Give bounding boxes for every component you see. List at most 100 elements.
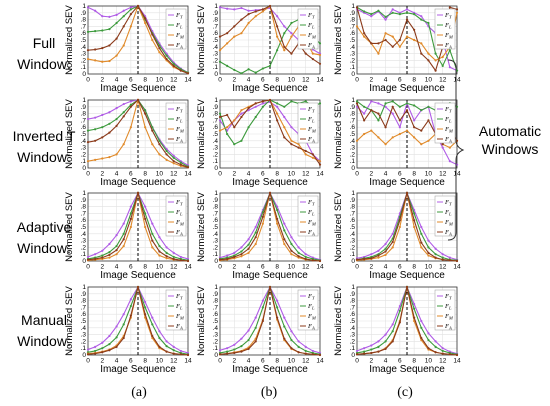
data-point: [363, 350, 366, 353]
data-point: [434, 256, 437, 259]
data-point: [276, 112, 279, 115]
data-point: [276, 49, 279, 52]
legend-subscript: M: [179, 316, 184, 321]
data-point: [129, 205, 132, 208]
automatic-windows-line1: Automatic: [478, 123, 542, 139]
data-point: [427, 338, 430, 342]
data-point: [434, 253, 437, 256]
y-tick-label: .3: [213, 238, 219, 245]
data-point: [441, 256, 444, 259]
y-tick-label: .5: [81, 224, 87, 231]
data-point: [318, 160, 322, 163]
legend-entry: FA: [175, 136, 183, 144]
data-point: [108, 251, 111, 254]
data-point: [434, 247, 437, 250]
y-tick-label: .1: [350, 345, 356, 352]
x-tick-label: 12: [170, 77, 178, 84]
data-point: [122, 102, 125, 106]
legend-entry: FT: [175, 106, 183, 114]
data-point: [165, 340, 168, 343]
data-point: [218, 129, 222, 132]
legend-entry: FA: [444, 42, 452, 50]
x-tick-label: 6: [129, 77, 133, 84]
data-point: [101, 60, 104, 63]
y-tick-label: .5: [213, 131, 219, 138]
data-point: [384, 102, 387, 105]
data-point: [129, 212, 132, 215]
data-point: [441, 347, 444, 350]
data-point: [290, 242, 293, 246]
data-point: [144, 306, 147, 309]
legend-entry: FA: [307, 42, 315, 50]
data-point: [384, 105, 387, 108]
legend-entry: FL: [307, 22, 315, 30]
legend-entry: FA: [307, 229, 315, 237]
data-point: [434, 340, 437, 343]
data-point: [165, 158, 168, 161]
data-point: [283, 105, 286, 108]
data-point: [398, 321, 401, 324]
data-point: [370, 348, 373, 351]
data-point: [355, 349, 359, 353]
data-point: [186, 353, 190, 357]
data-point: [122, 44, 125, 47]
data-point: [384, 333, 387, 336]
legend-entry: FA: [444, 229, 452, 237]
data-point: [370, 344, 373, 347]
data-point: [283, 242, 286, 246]
x-tick-label: 2: [369, 264, 373, 271]
x-tick-label: 8: [143, 264, 147, 271]
legend-box: [297, 289, 319, 331]
data-point: [144, 300, 147, 304]
legend-entry: FT: [307, 12, 315, 20]
data-point: [218, 60, 222, 63]
data-point: [151, 126, 154, 129]
data-point: [304, 153, 307, 156]
data-point: [165, 246, 168, 249]
data-point: [144, 109, 147, 112]
data-point: [108, 111, 111, 114]
x-tick-label: 14: [453, 77, 461, 84]
x-tick-label: 8: [412, 171, 416, 178]
data-point: [115, 249, 118, 252]
data-point: [370, 15, 373, 18]
legend-entry: FL: [175, 303, 183, 311]
data-point: [276, 102, 279, 105]
data-point: [384, 253, 387, 256]
data-point: [122, 232, 125, 235]
data-point: [122, 15, 125, 18]
x-tick-label: 4: [384, 264, 388, 271]
y-tick-label: .4: [213, 231, 219, 238]
y-tick-label: 1: [351, 190, 355, 197]
data-point: [283, 337, 286, 340]
legend-box: [165, 289, 187, 331]
data-point: [151, 143, 154, 146]
data-point: [226, 254, 229, 257]
data-point: [311, 156, 314, 159]
x-tick-label: 4: [384, 171, 388, 178]
y-tick-label: .1: [213, 345, 219, 352]
x-tick-label: 0: [218, 77, 222, 84]
data-point: [261, 100, 264, 103]
legend-subscript: A: [448, 232, 452, 237]
y-tick-label: .7: [350, 210, 356, 217]
y-tick-label: 0: [82, 165, 86, 172]
y-tick-label: .9: [350, 104, 356, 111]
x-tick-label: 2: [369, 77, 373, 84]
data-point: [240, 32, 243, 35]
legend-subscript: A: [448, 326, 452, 331]
data-point: [448, 146, 451, 149]
data-point: [268, 4, 272, 8]
legend-subscript: L: [448, 212, 452, 217]
x-tick-label: 0: [86, 358, 90, 365]
data-point: [115, 153, 118, 156]
x-tick-label: 2: [369, 171, 373, 178]
data-point: [391, 340, 394, 343]
data-point: [108, 28, 111, 31]
data-point: [290, 100, 293, 103]
x-tick-label: 4: [247, 77, 251, 84]
legend-subscript: T: [449, 202, 452, 207]
data-point: [405, 35, 409, 38]
data-point: [226, 42, 229, 45]
x-tick-label: 8: [275, 358, 279, 365]
